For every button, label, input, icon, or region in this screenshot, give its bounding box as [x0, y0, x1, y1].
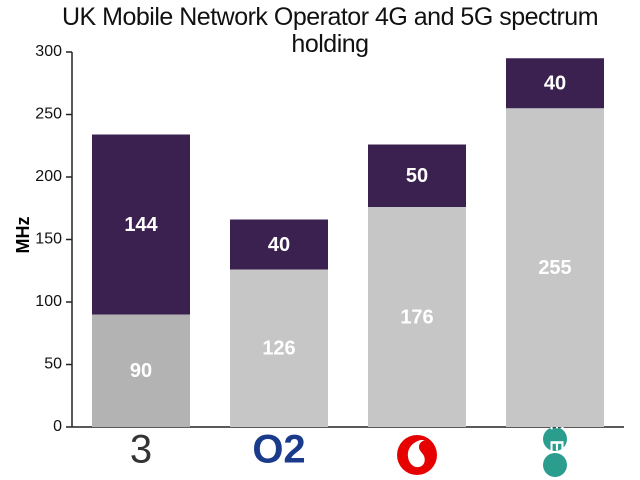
y-tick-label: 50 — [44, 356, 62, 373]
x-tick-label: EE — [546, 418, 566, 462]
data-label: 126 — [262, 338, 295, 360]
data-label: 40 — [544, 73, 566, 95]
y-tick-label: 300 — [35, 43, 62, 60]
bar-segment — [92, 134, 190, 315]
data-label: 40 — [268, 234, 290, 256]
y-tick-label: 250 — [35, 106, 62, 123]
y-tick-label: 150 — [35, 231, 62, 248]
x-tick-label: 3 — [130, 428, 152, 472]
y-axis-label: MHz — [13, 217, 33, 254]
ee-logo-circle — [543, 453, 567, 477]
ee-logo-circle — [543, 427, 567, 451]
x-tick-label: O2 — [252, 428, 305, 472]
data-label: 90 — [130, 360, 152, 382]
bar-segment — [506, 108, 604, 427]
bar-segment — [230, 269, 328, 427]
bar-segment — [368, 207, 466, 427]
bar-segment — [506, 58, 604, 109]
data-label: 50 — [406, 165, 428, 187]
y-tick-label: 0 — [53, 418, 62, 435]
data-label: 176 — [400, 306, 433, 328]
bar-segment — [92, 314, 190, 427]
y-tick-label: 200 — [35, 168, 62, 185]
chart-title: UK Mobile Network Operator 4G and 5G spe… — [61, 3, 599, 58]
y-tick-label: 100 — [35, 293, 62, 310]
bar-segment — [230, 219, 328, 270]
data-label: 255 — [538, 257, 571, 279]
data-label: 144 — [124, 214, 158, 236]
vodafone-logo-mark — [407, 440, 425, 468]
bar-segment — [368, 144, 466, 207]
